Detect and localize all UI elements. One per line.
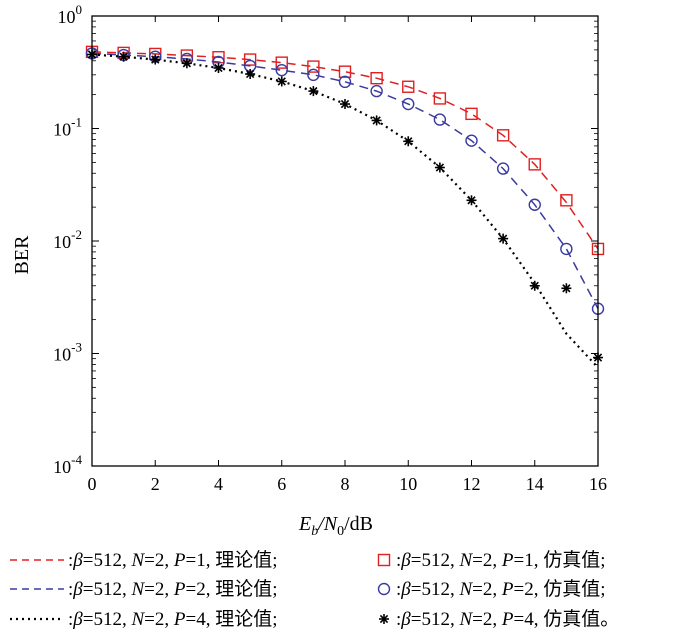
data-point-p1-sim (528, 158, 541, 171)
series-line-p2-theory (91, 52, 599, 310)
legend-entry: :β=512, N=2, P=2, 理论值; (68, 578, 277, 600)
x-tick-label: 0 (88, 474, 97, 494)
data-point-p2-sim (338, 75, 352, 89)
data-point-p4-sim (276, 76, 287, 87)
legend-marker-p4-sim (379, 614, 389, 624)
legend-marker-p2-sim (377, 582, 391, 596)
series-line-p1-theory (91, 51, 599, 250)
series-markers-p1-sim (85, 45, 605, 256)
data-point-p2-sim (307, 68, 320, 82)
series-markers-p4-sim (87, 49, 603, 363)
legend-entry: :β=512, N=2, P=2, 仿真值; (396, 578, 605, 600)
x-tick-label: 10 (399, 474, 417, 494)
data-point-p1-sim (243, 53, 257, 66)
y-tick-label: 10-1 (53, 115, 82, 140)
x-axis-label: Eb/N0/dB (298, 513, 373, 539)
data-point-p1-sim (370, 71, 383, 85)
data-point-p4-sim (308, 86, 319, 97)
data-point-p4-sim (371, 115, 382, 126)
data-point-p1-sim (338, 65, 352, 78)
data-point-p2-sim (402, 97, 415, 111)
data-point-p4-sim (245, 69, 256, 80)
x-tick-label: 16 (589, 474, 607, 494)
plot-frame (91, 15, 599, 467)
data-point-p2-sim (528, 198, 541, 211)
data-point-p4-sim (561, 283, 572, 294)
data-point-p4-sim (213, 62, 224, 73)
data-point-p4-sim (466, 195, 477, 206)
legend-entry: :β=512, N=2, P=1, 理论值; (68, 549, 277, 571)
x-tick-label: 2 (151, 474, 160, 494)
y-tick-label: 10-4 (53, 452, 82, 477)
data-point-p1-sim (560, 194, 573, 207)
series-markers-p2-sim (85, 47, 605, 315)
data-point-p2-sim (496, 162, 510, 175)
y-axis-label: BER (11, 235, 33, 275)
axis-labels: BER Eb/N0/dB (11, 235, 373, 539)
plot-series (85, 45, 605, 369)
data-point-p4-sim (529, 280, 540, 291)
data-point-p2-sim (465, 134, 478, 147)
y-tick-label: 100 (58, 2, 83, 27)
x-tick-label: 14 (526, 474, 544, 494)
axis-ticks: 0 2 4 6 8 10 12 14 16 100 10-1 10-2 10-3 10-4 (53, 2, 607, 494)
y-tick-label: 10-3 (53, 340, 82, 365)
data-point-p4-sim (181, 58, 192, 69)
legend-entry: :β=512, N=2, P=1, 仿真值; (396, 549, 605, 571)
data-point-p1-sim (465, 107, 478, 121)
data-point-p2-sim (560, 242, 573, 256)
legend: :β=512, N=2, P=1, 理论值; :β=512, N=2, P=1, … (10, 549, 619, 630)
data-point-p4-sim (150, 54, 161, 65)
data-point-p1-sim (275, 56, 288, 69)
legend-entry: :β=512, N=2, P=4, 理论值; (68, 608, 277, 630)
x-tick-label: 8 (341, 474, 350, 494)
data-point-p4-sim (403, 136, 414, 147)
x-tick-label: 6 (277, 474, 286, 494)
legend-entry: :β=512, N=2, P=4, 仿真值。 (396, 608, 619, 630)
data-point-p4-sim (340, 99, 350, 110)
data-point-p1-sim (307, 60, 320, 73)
data-point-p4-sim (434, 162, 445, 173)
x-tick-label: 12 (463, 474, 481, 494)
data-point-p2-sim (370, 84, 383, 98)
legend-marker-p1-sim (377, 553, 391, 567)
data-point-p4-sim (118, 51, 129, 62)
data-point-p4-sim (498, 233, 509, 244)
data-point-p1-sim (433, 92, 447, 105)
data-point-p2-sim (433, 113, 447, 126)
x-tick-label: 4 (214, 474, 223, 494)
data-point-p2-sim (275, 63, 288, 77)
y-tick-label: 10-2 (53, 227, 82, 252)
data-point-p1-sim (402, 80, 415, 93)
data-point-p1-sim (496, 129, 510, 142)
